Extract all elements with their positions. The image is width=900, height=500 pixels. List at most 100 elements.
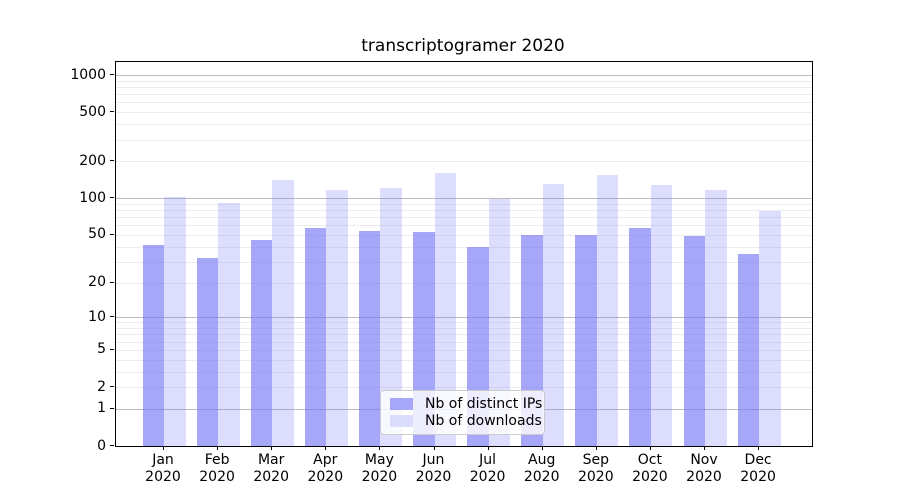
x-tick-label: Oct 2020: [632, 452, 668, 485]
bar-downloads: [542, 184, 565, 446]
bar-downloads: [326, 189, 348, 446]
x-tick-label: Jan 2020: [145, 452, 181, 485]
x-tick-mark: [271, 446, 273, 450]
bar-downloads: [650, 185, 673, 446]
x-tick-mark: [433, 446, 435, 450]
legend-label-distinct-ips: Nb of distinct IPs: [425, 396, 543, 412]
minor-gridline: [116, 203, 812, 205]
minor-gridline: [116, 282, 812, 284]
x-tick-mark: [595, 446, 597, 450]
x-tick-label: Feb 2020: [199, 452, 235, 485]
minor-gridline: [116, 124, 812, 126]
minor-gridline: [116, 225, 812, 227]
bar-distinct-ips: [629, 228, 651, 446]
y-tick-mark: [110, 316, 114, 318]
y-tick-label: 10: [88, 308, 106, 325]
minor-gridline: [116, 359, 812, 361]
bar-downloads: [705, 189, 727, 446]
bar-distinct-ips: [250, 240, 273, 446]
x-tick-label: May 2020: [361, 452, 398, 485]
x-tick-label: Sep 2020: [577, 452, 614, 485]
minor-gridline: [116, 80, 812, 82]
y-tick-mark: [110, 407, 114, 409]
bar-distinct-ips: [575, 234, 597, 446]
y-tick-label: 1: [97, 400, 106, 417]
x-tick-mark: [541, 446, 543, 450]
x-tick-mark: [379, 446, 381, 450]
minor-gridline: [116, 112, 812, 114]
y-tick-label: 20: [88, 274, 106, 290]
bar-distinct-ips: [304, 228, 327, 446]
bar-distinct-ips: [737, 253, 760, 446]
y-tick-mark: [110, 386, 114, 387]
minor-gridline: [116, 246, 812, 248]
y-tick-label: 1000: [70, 66, 106, 83]
major-gridline: [116, 75, 812, 76]
bar-downloads: [434, 173, 456, 446]
minor-gridline: [116, 210, 812, 211]
major-gridline: [116, 198, 812, 200]
minor-gridline: [116, 328, 812, 329]
y-tick-mark: [110, 348, 114, 350]
bar-downloads: [488, 199, 511, 446]
bar-downloads: [596, 174, 619, 446]
legend-swatch-downloads: [390, 415, 413, 427]
minor-gridline: [116, 94, 812, 96]
minor-gridline: [116, 217, 812, 219]
bar-distinct-ips: [358, 230, 381, 446]
x-tick-label: Dec 2020: [740, 452, 776, 485]
bar-distinct-ips: [683, 235, 705, 446]
bar-distinct-ips: [142, 245, 164, 446]
x-tick-label: Nov 2020: [686, 452, 722, 485]
minor-gridline: [116, 234, 812, 236]
legend: Nb of distinct IPs Nb of downloads: [380, 390, 545, 435]
chart-title: transcriptogramer 2020: [361, 36, 565, 56]
minor-gridline: [116, 322, 812, 324]
minor-gridline: [116, 102, 812, 104]
x-tick-label: Aug 2020: [523, 452, 560, 485]
minor-gridline: [116, 261, 812, 263]
x-tick-label: Mar 2020: [253, 452, 290, 485]
x-tick-mark: [163, 446, 164, 450]
bar-downloads: [164, 197, 186, 446]
legend-item-distinct-ips: Nb of distinct IPs: [390, 396, 542, 412]
y-tick-label: 0: [97, 437, 106, 454]
bar-downloads: [272, 179, 294, 446]
y-tick-label: 50: [88, 226, 106, 243]
y-tick-label: 2: [97, 378, 106, 395]
x-tick-mark: [649, 446, 651, 450]
bar-downloads: [759, 210, 781, 446]
minor-gridline: [116, 161, 812, 163]
minor-gridline: [116, 371, 812, 373]
legend-swatch-distinct-ips: [390, 398, 413, 410]
x-tick-mark: [325, 446, 327, 450]
minor-gridline: [116, 341, 812, 343]
x-tick-mark: [704, 446, 705, 450]
bar-downloads: [380, 188, 402, 446]
minor-gridline: [116, 139, 812, 141]
legend-item-downloads: Nb of downloads: [390, 413, 542, 429]
y-tick-mark: [110, 111, 114, 113]
y-tick-label: 200: [79, 152, 106, 169]
y-tick-label: 5: [97, 341, 106, 358]
bar-downloads: [218, 203, 240, 446]
bar-distinct-ips: [196, 258, 219, 446]
minor-gridline: [116, 349, 812, 351]
y-tick-mark: [110, 197, 114, 199]
x-tick-mark: [758, 446, 760, 450]
y-tick-label: 100: [79, 189, 106, 206]
major-gridline: [116, 317, 812, 319]
y-tick-mark: [110, 74, 114, 75]
y-tick-mark: [110, 160, 114, 162]
x-tick-label: Jul 2020: [469, 452, 506, 485]
legend-label-downloads: Nb of downloads: [425, 413, 542, 429]
y-tick-mark: [110, 281, 114, 283]
x-tick-label: Apr 2020: [307, 452, 344, 485]
minor-gridline: [116, 334, 812, 336]
y-tick-mark: [110, 233, 114, 235]
x-tick-mark: [487, 446, 489, 450]
y-tick-label: 500: [79, 103, 106, 120]
minor-gridline: [116, 387, 812, 388]
x-tick-label: Jun 2020: [415, 452, 452, 485]
